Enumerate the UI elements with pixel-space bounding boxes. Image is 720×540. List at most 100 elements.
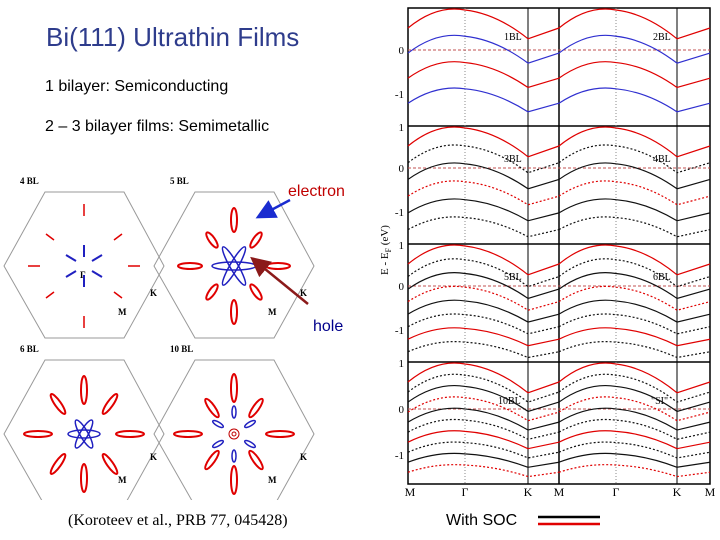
svg-text:1: 1 — [399, 358, 405, 370]
svg-text:M: M — [705, 485, 716, 499]
band-curve — [558, 373, 711, 403]
band-curve — [407, 313, 560, 335]
band-curve — [558, 407, 711, 431]
band-curve — [558, 144, 711, 174]
band-curve — [558, 8, 711, 40]
bullet-1: 1 bilayer: Semiconducting — [45, 78, 229, 95]
band-curve — [558, 126, 711, 158]
electron-arrow — [255, 198, 291, 219]
band-curve — [558, 385, 711, 413]
m-label: M — [118, 307, 127, 317]
band-curve — [558, 299, 711, 323]
band-curve — [558, 430, 711, 450]
band-curve — [558, 258, 711, 288]
y-tick-labels: 0 -1 1 0 -1 1 0 -1 1 0 -1 — [395, 45, 405, 462]
panel-label: 10 BL — [170, 344, 193, 354]
band-curve — [407, 373, 560, 403]
energy-axis-label: E - EF (eV) — [379, 225, 393, 275]
band-curve — [407, 464, 560, 478]
bullet-2: 2 – 3 bilayer films: Semimetallic — [45, 118, 270, 135]
svg-text:0: 0 — [399, 281, 405, 293]
band-panel-labels: 1BL 2BL 3BL 4BL 5BL 6BL 10BL "SI" — [498, 32, 671, 407]
hole-label: hole — [313, 318, 344, 335]
band-curve — [558, 362, 711, 394]
panel-label: 4 BL — [20, 176, 39, 186]
fermi-panel-4bl: 4 BL Γ K M — [3, 176, 165, 339]
svg-text:-1: -1 — [395, 450, 404, 462]
fermi-panel-6bl: 6 BL K M — [3, 344, 165, 500]
svg-text:4BL: 4BL — [653, 154, 671, 165]
svg-text:Γ: Γ — [462, 485, 469, 499]
fermi-panel-10bl: 10 BL K M — [153, 344, 315, 500]
band-curve — [407, 61, 560, 89]
band-curve — [407, 180, 560, 206]
panel-label: 6 BL — [20, 344, 39, 354]
band-curve — [558, 244, 711, 276]
band-curve — [407, 258, 560, 288]
band-curve — [407, 385, 560, 413]
svg-text:0: 0 — [399, 163, 405, 175]
k-label: K — [300, 452, 307, 462]
band-curve — [407, 216, 560, 238]
svg-text:10BL: 10BL — [498, 396, 521, 407]
band-curve — [558, 341, 711, 359]
band-curve — [558, 198, 711, 222]
band-curve — [558, 464, 711, 478]
band-curve — [407, 430, 560, 450]
svg-text:M: M — [554, 485, 565, 499]
hole-arrow — [250, 256, 309, 305]
m-label: M — [118, 475, 127, 485]
k-label: K — [150, 452, 157, 462]
soc-label: With SOC — [446, 512, 518, 529]
band-curve — [407, 441, 560, 459]
band-curve — [407, 452, 560, 468]
svg-text:2BL: 2BL — [653, 32, 671, 43]
band-curve — [558, 418, 711, 440]
panel-label: 5 BL — [170, 176, 189, 186]
band-curve — [558, 313, 711, 335]
svg-text:K: K — [524, 485, 533, 499]
electron-label: electron — [288, 183, 345, 200]
svg-text:0: 0 — [399, 45, 405, 57]
band-curve — [558, 87, 711, 113]
citation: (Koroteev et al., PRB 77, 045428) — [68, 512, 288, 529]
svg-text:1: 1 — [399, 122, 405, 134]
soc-legend-lines — [538, 515, 600, 526]
svg-text:Γ: Γ — [613, 485, 620, 499]
band-curve — [558, 216, 711, 238]
band-curve — [407, 8, 560, 40]
svg-text:5BL: 5BL — [504, 272, 522, 283]
band-curve — [407, 144, 560, 174]
svg-text:K: K — [673, 485, 682, 499]
svg-text:3BL: 3BL — [504, 154, 522, 165]
band-curves — [407, 8, 711, 478]
band-curve — [558, 452, 711, 468]
svg-text:1BL: 1BL — [504, 32, 522, 43]
band-curve — [558, 34, 711, 64]
band-curve — [558, 162, 711, 190]
svg-text:6BL: 6BL — [653, 272, 671, 283]
band-curve — [407, 162, 560, 190]
band-curve — [407, 341, 560, 359]
svg-text:1: 1 — [399, 240, 405, 252]
band-curve — [407, 362, 560, 394]
band-curve — [407, 418, 560, 440]
svg-text:M: M — [405, 485, 416, 499]
band-curve — [407, 299, 560, 323]
band-curve — [407, 244, 560, 276]
band-curve — [558, 180, 711, 206]
svg-text:"SI": "SI" — [651, 396, 668, 407]
k-label: K — [150, 288, 157, 298]
band-curve — [558, 327, 711, 347]
band-curve — [558, 396, 711, 422]
band-curve — [407, 198, 560, 222]
band-curve — [407, 285, 560, 311]
gamma-label: Γ — [80, 270, 86, 280]
band-curve — [558, 285, 711, 311]
m-label: M — [268, 307, 277, 317]
svg-text:-1: -1 — [395, 325, 404, 337]
m-label: M — [268, 475, 277, 485]
band-curve — [407, 396, 560, 422]
svg-text:0: 0 — [399, 404, 405, 416]
